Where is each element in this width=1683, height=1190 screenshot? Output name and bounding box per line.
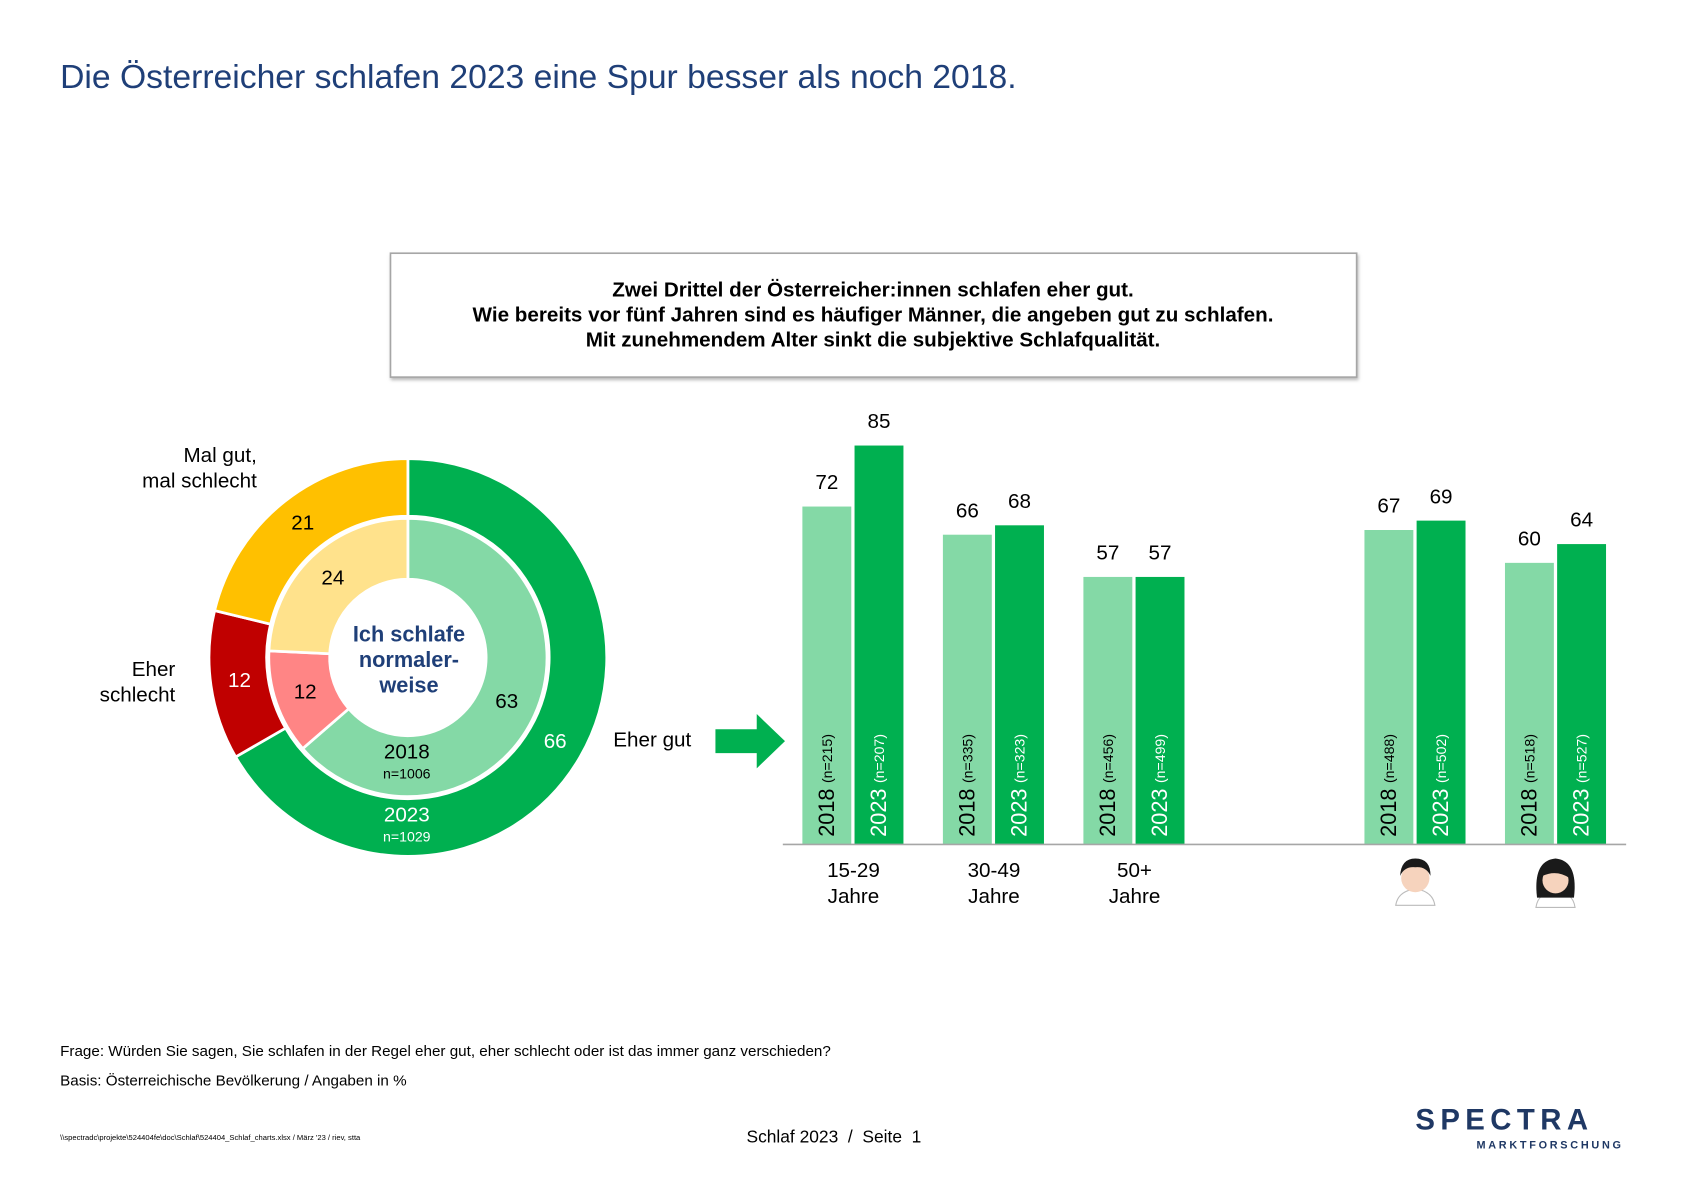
callout-line: Zwei Drittel der Österreicher:innen schl… <box>612 279 1133 302</box>
bar <box>1416 520 1466 845</box>
bar-year: 2023 <box>1006 788 1031 836</box>
bar-inner-label: 2018 (n=335) <box>954 734 979 837</box>
category-label: Mal gut, <box>183 444 256 467</box>
slide-title: Die Österreicher schlafen 2023 eine Spur… <box>60 59 1016 96</box>
bar-sample: (n=207) <box>871 734 887 783</box>
x-tick-label: 15-29 <box>827 859 880 882</box>
category-label: Eher gut <box>613 729 691 752</box>
category-label: Eher <box>132 658 176 681</box>
bar-year: 2023 <box>1568 788 1593 836</box>
bar <box>995 525 1044 845</box>
bar-sample: (n=499) <box>1152 734 1168 783</box>
value-label: 57 <box>1149 542 1172 565</box>
value-label: 60 <box>1518 527 1541 550</box>
footer-path: \\spectradc\projekte\524404fe\doc\Schlaf… <box>60 1133 361 1142</box>
bar <box>1135 576 1185 845</box>
segment-label: 12 <box>294 680 317 703</box>
center-label: normaler- <box>359 647 459 672</box>
bar-inner-label: 2023 (n=499) <box>1147 734 1172 837</box>
footer-question: Frage: Würden Sie sagen, Sie schlafen in… <box>60 1043 831 1060</box>
bar-inner-label: 2018 (n=456) <box>1095 734 1120 837</box>
bar <box>1504 562 1554 845</box>
bar <box>1557 544 1607 845</box>
bar-year: 2023 <box>1147 788 1172 836</box>
bar-inner-label: 2023 (n=502) <box>1428 734 1453 837</box>
arrow <box>715 714 785 769</box>
donut-segment <box>233 457 609 858</box>
footer-basis: Basis: Österreichische Bevölkerung / Ang… <box>60 1071 406 1089</box>
bar-inner-label: 2023 (n=207) <box>866 734 891 837</box>
donut-segment <box>212 457 410 626</box>
callout-box <box>389 252 1358 378</box>
value-label: 68 <box>1008 490 1031 513</box>
bar <box>1364 530 1414 845</box>
bar-sample: (n=215) <box>819 734 835 783</box>
x-tick-label: Jahre <box>968 885 1020 908</box>
category-label: schlecht <box>100 684 176 707</box>
category-label: mal schlecht <box>142 469 257 492</box>
bar-sample: (n=502) <box>1433 734 1449 783</box>
bar-sample: (n=335) <box>959 734 975 783</box>
bar-sample: (n=323) <box>1011 734 1027 783</box>
bar <box>854 445 904 845</box>
bar-year: 2018 <box>814 788 839 836</box>
value-label: 67 <box>1377 495 1400 518</box>
value-label: 57 <box>1096 542 1119 565</box>
bar-inner-label: 2018 (n=488) <box>1376 734 1401 837</box>
bar <box>802 506 852 845</box>
bar-sample: (n=456) <box>1100 734 1116 783</box>
bar-year: 2018 <box>954 788 979 836</box>
center-label: Ich schlafe <box>353 621 465 646</box>
bar-sample: (n=527) <box>1573 734 1589 783</box>
x-tick-label: 50+ <box>1117 859 1152 882</box>
donut-segment <box>267 517 410 656</box>
segment-label: 21 <box>291 511 314 534</box>
value-label: 85 <box>868 410 891 433</box>
ring-sample: n=1029 <box>383 829 431 845</box>
bar-year: 2018 <box>1516 788 1541 836</box>
logo: SPECTRA <box>1415 1103 1593 1136</box>
male-icon <box>1395 858 1436 906</box>
bar-sample: (n=518) <box>1521 734 1537 783</box>
bar <box>942 534 992 845</box>
bar-year: 2018 <box>1376 788 1401 836</box>
value-label: 69 <box>1430 485 1453 508</box>
bar-year: 2018 <box>1095 788 1120 836</box>
center-label: weise <box>378 673 438 698</box>
bar-inner-label: 2018 (n=518) <box>1516 734 1541 837</box>
value-label: 72 <box>815 471 838 494</box>
value-label: 66 <box>956 499 979 522</box>
x-tick-label: Jahre <box>828 885 880 908</box>
segment-label: 63 <box>495 690 518 713</box>
value-label: 64 <box>1570 509 1593 532</box>
bar-inner-label: 2023 (n=527) <box>1568 734 1593 837</box>
callout-line: Mit zunehmendem Alter sinkt die subjekti… <box>586 329 1161 352</box>
bar-sample: (n=488) <box>1381 734 1397 783</box>
ring-year: 2018 <box>384 741 430 764</box>
bar-inner-label: 2018 (n=215) <box>814 734 839 837</box>
bar-inner-label: 2023 (n=323) <box>1006 734 1031 837</box>
segment-label: 12 <box>228 669 251 692</box>
donut-segment <box>300 517 549 798</box>
female-icon <box>1535 858 1576 908</box>
callout-line: Wie bereits vor fünf Jahren sind es häuf… <box>473 304 1274 327</box>
donut-hole <box>330 580 486 735</box>
bar <box>1083 576 1133 845</box>
ring-year: 2023 <box>384 804 430 827</box>
segment-label: 24 <box>321 566 344 589</box>
segment-label: 66 <box>544 730 567 753</box>
footer-page: Schlaf 2023 / Seite 1 <box>746 1126 921 1146</box>
bar-year: 2023 <box>866 788 891 836</box>
x-tick-label: 30-49 <box>968 859 1021 882</box>
bar-year: 2023 <box>1428 788 1453 836</box>
logo-sub: MARKTFORSCHUNG <box>1476 1139 1623 1151</box>
x-tick-label: Jahre <box>1109 885 1161 908</box>
ring-sample: n=1006 <box>383 766 431 782</box>
